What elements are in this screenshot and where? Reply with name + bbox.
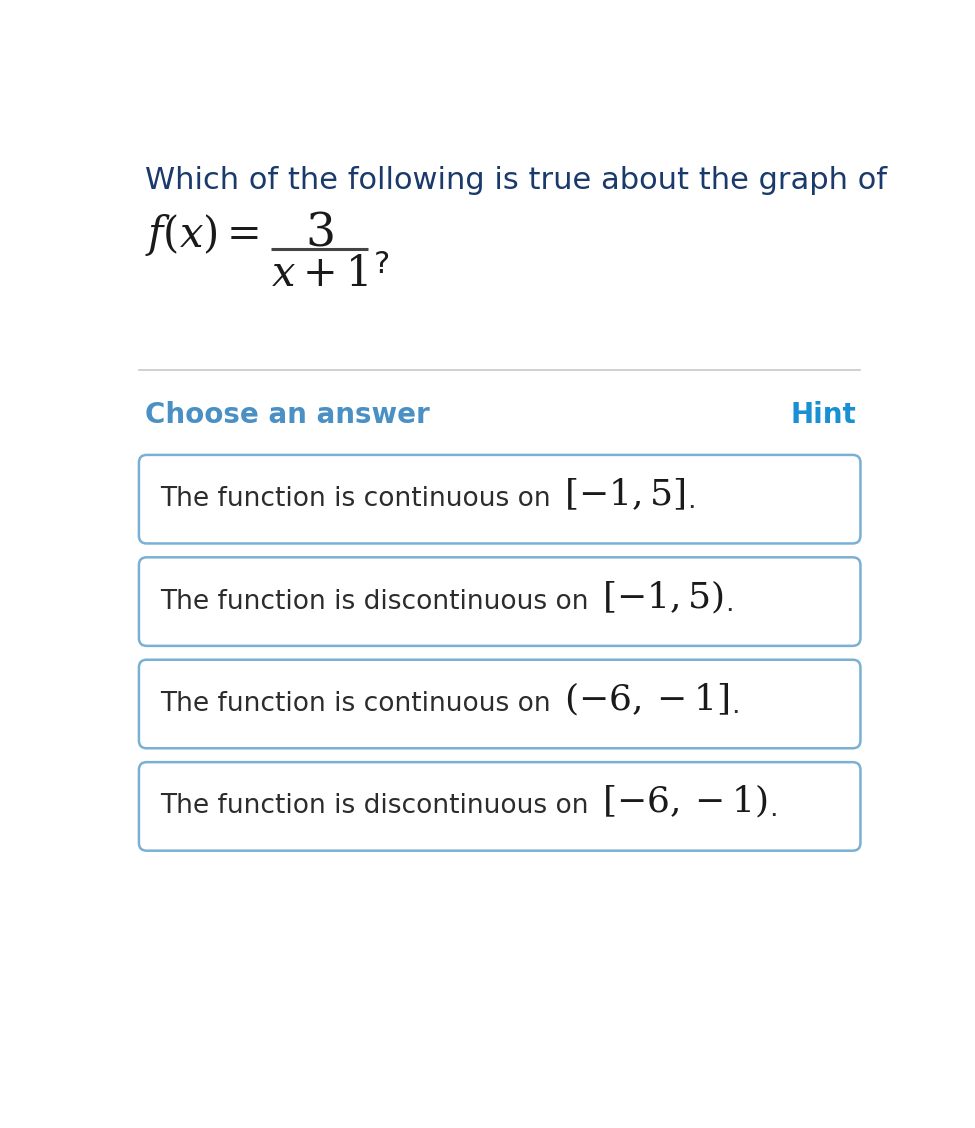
FancyBboxPatch shape [138,763,861,851]
Text: .: . [730,694,739,720]
Text: $[-6, -1)$: $[-6, -1)$ [603,783,768,820]
Text: Choose an answer: Choose an answer [145,402,430,429]
Text: $[-1, 5]$: $[-1, 5]$ [565,477,686,512]
Text: .: . [686,488,695,514]
Text: Which of the following is true about the graph of: Which of the following is true about the… [145,166,887,195]
Text: .: . [769,795,777,821]
FancyBboxPatch shape [138,455,861,544]
Text: .: . [724,591,733,617]
Text: $(-6, -1]$: $(-6, -1]$ [565,681,730,717]
Text: $f(x) =$: $f(x) =$ [145,212,259,258]
FancyBboxPatch shape [138,660,861,748]
Text: $x+1$: $x+1$ [271,253,368,296]
Text: The function is continuous on: The function is continuous on [161,486,560,512]
FancyBboxPatch shape [138,557,861,646]
Text: $[-1, 5)$: $[-1, 5)$ [603,579,724,616]
Text: The function is discontinuous on: The function is discontinuous on [161,793,598,819]
Text: $3$: $3$ [305,210,333,255]
Text: Hint: Hint [791,402,857,429]
Text: ?: ? [373,250,390,279]
Text: The function is continuous on: The function is continuous on [161,691,560,717]
Text: The function is discontinuous on: The function is discontinuous on [161,589,598,615]
